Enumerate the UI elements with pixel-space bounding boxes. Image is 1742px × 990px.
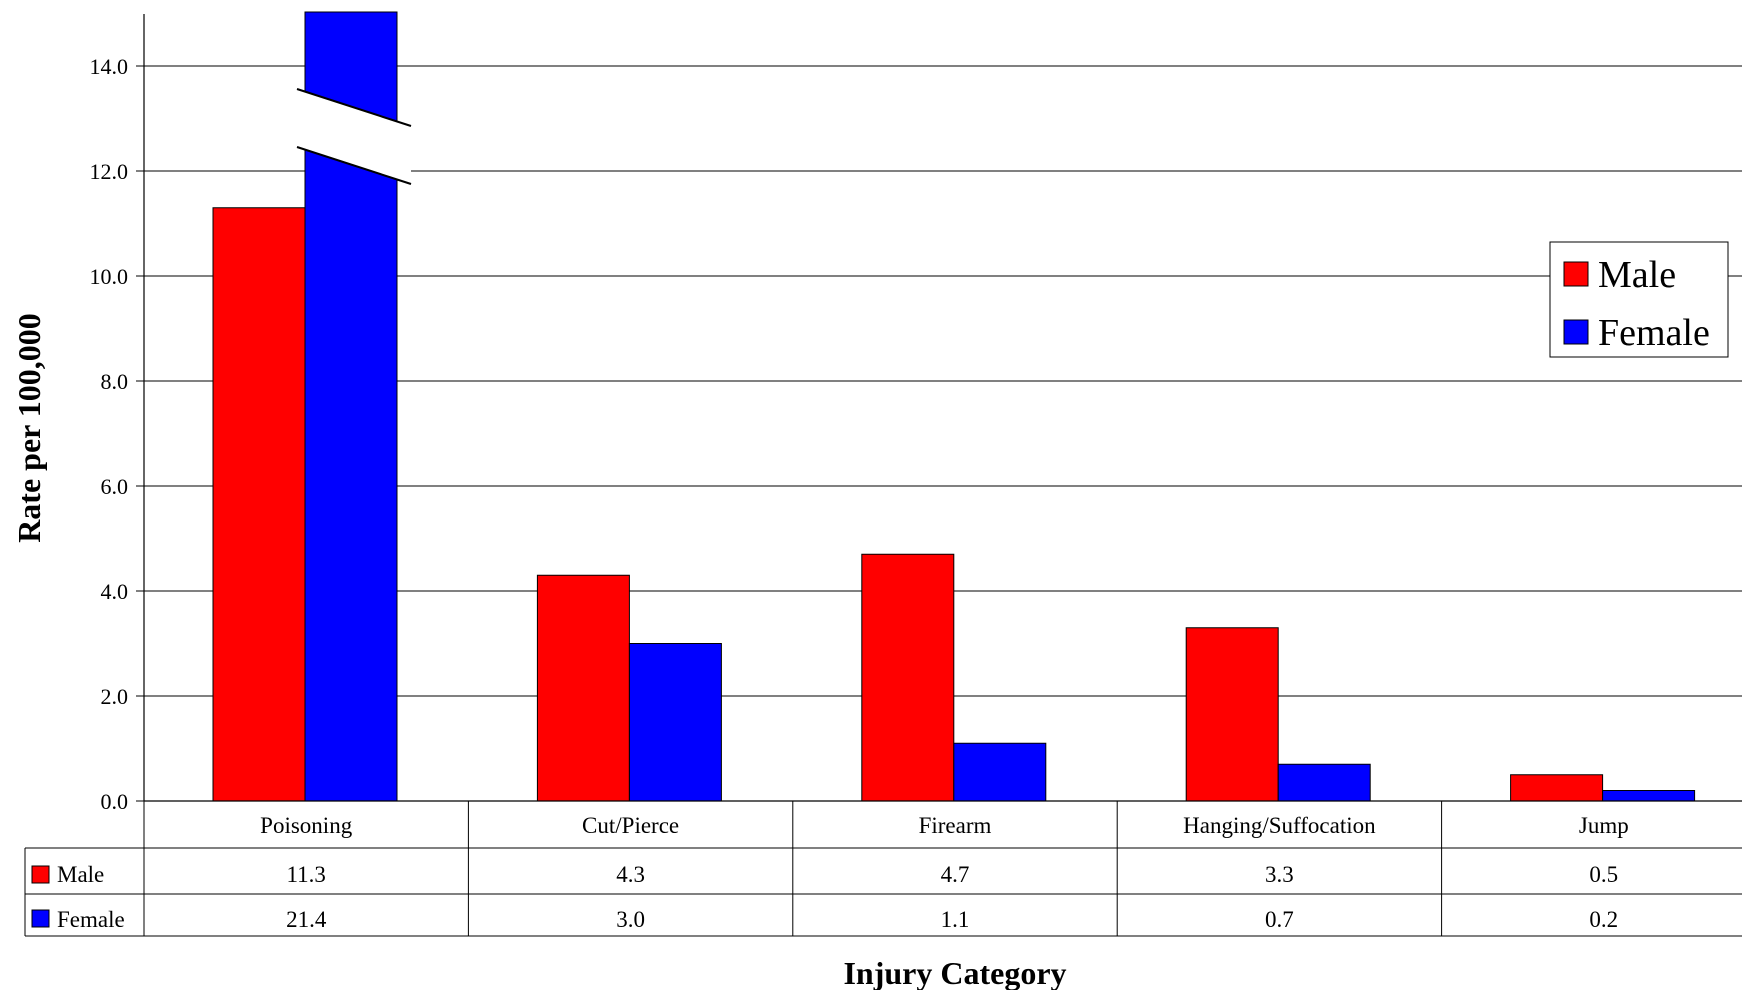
axis-break-gap — [297, 89, 411, 184]
table-key-male — [31, 865, 50, 884]
y-tick-label: 10.0 — [90, 264, 129, 289]
y-tick-label: 6.0 — [101, 474, 129, 499]
table-cell: 3.3 — [1265, 862, 1294, 887]
legend-box — [1549, 241, 1729, 358]
bar-female — [628, 643, 722, 802]
table-cell: 0.2 — [1589, 907, 1618, 932]
table-cell: 3.0 — [616, 907, 645, 932]
table-cell: 1.1 — [941, 907, 970, 932]
legend-label: Male — [1598, 254, 1676, 296]
bar-female — [1277, 763, 1371, 802]
bar-female — [953, 742, 1047, 802]
x-axis-title: Injury Category — [843, 955, 1066, 990]
axis-break-line — [296, 146, 412, 185]
table-cell: 4.3 — [616, 862, 645, 887]
y-axis-title: Rate per 100,000 — [11, 313, 47, 543]
table-row-label: Female — [57, 907, 125, 932]
bar-male — [1510, 774, 1604, 802]
table-key-female — [31, 909, 50, 928]
data-table: Poisoning Cut/Pierce Firearm Hanging/Suffoc… — [24, 801, 1742, 937]
legend-swatch-male — [1563, 261, 1589, 287]
y-tick-label: 14.0 — [90, 54, 129, 79]
table-cell: 0.7 — [1265, 907, 1294, 932]
category-label: Cut/Pierce — [582, 813, 679, 838]
table-cell: 0.5 — [1589, 862, 1618, 887]
bar-male — [212, 207, 306, 802]
legend-label: Female — [1598, 312, 1710, 354]
category-label: Jump — [1579, 813, 1629, 838]
y-tick-label: 8.0 — [101, 369, 129, 394]
category-label: Poisoning — [260, 813, 353, 838]
category-label: Firearm — [919, 813, 992, 838]
bars — [144, 11, 1742, 802]
y-axis: 0.0 2.0 4.0 6.0 8.0 10.0 12.0 14.0 — [90, 14, 145, 814]
y-tick-label: 2.0 — [101, 684, 129, 709]
legend-swatch-female — [1563, 319, 1589, 345]
category-label: Hanging/Suffocation — [1183, 813, 1376, 838]
bar-female — [1602, 790, 1696, 802]
axis-break-line — [296, 88, 412, 127]
bar-male — [1185, 627, 1279, 802]
y-tick-label: 12.0 — [90, 159, 129, 184]
legend: Male Female — [1549, 241, 1729, 358]
table-cell: 4.7 — [941, 862, 970, 887]
bar-male — [536, 574, 630, 802]
y-tick-label: 0.0 — [101, 789, 129, 814]
y-tick-label: 4.0 — [101, 579, 129, 604]
table-row-label: Male — [57, 862, 104, 887]
table-cell: 21.4 — [286, 907, 327, 932]
table-cell: 11.3 — [286, 862, 325, 887]
bar-male — [861, 553, 955, 802]
